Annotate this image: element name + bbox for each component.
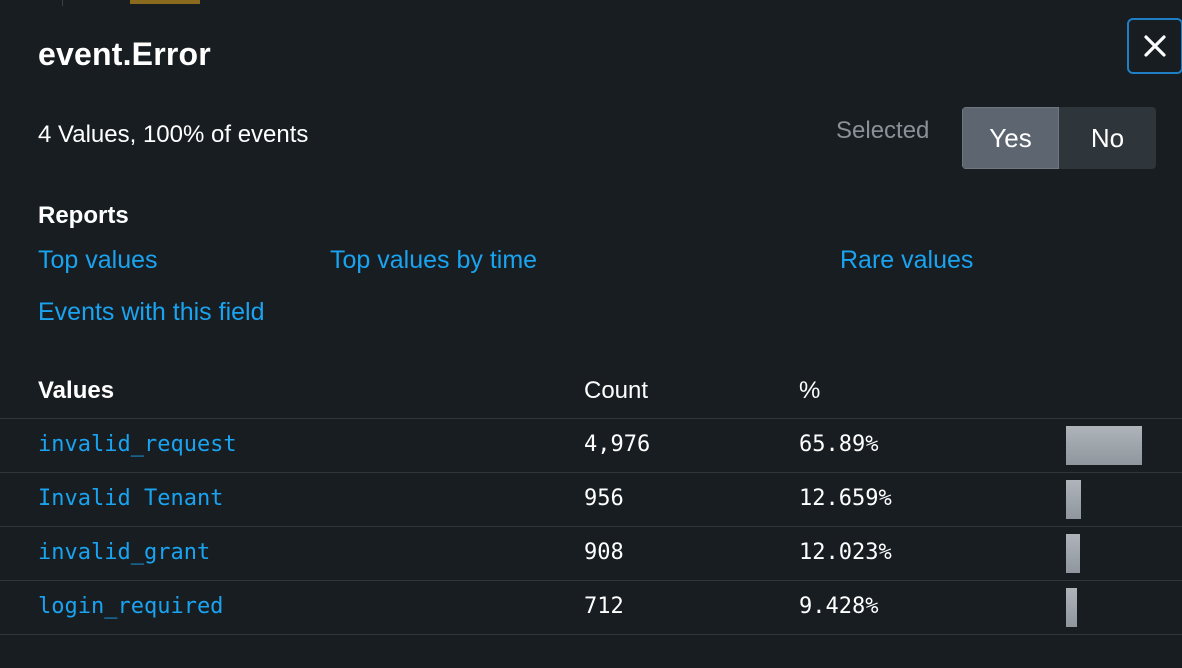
selected-no-button[interactable]: No	[1059, 107, 1156, 169]
value-link[interactable]: Invalid Tenant	[38, 486, 224, 511]
percent-bar	[1066, 426, 1142, 465]
field-title: event.Error	[38, 36, 211, 72]
value-percent: 12.659%	[799, 486, 892, 511]
value-percent: 12.023%	[799, 540, 892, 565]
table-row: login_required 712 9.428%	[0, 581, 1182, 634]
values-summary: 4 Values, 100% of events	[38, 121, 309, 148]
active-tab-indicator	[130, 0, 200, 4]
value-percent: 9.428%	[799, 594, 879, 619]
values-column-header: Values	[38, 377, 115, 404]
close-x-icon	[1144, 35, 1166, 57]
table-header-divider	[0, 418, 1182, 419]
row-divider	[0, 634, 1182, 635]
percent-bar	[1066, 534, 1080, 573]
row-divider	[0, 580, 1182, 581]
percent-bar	[1066, 480, 1081, 519]
value-link[interactable]: login_required	[38, 594, 224, 619]
percent-bar	[1066, 588, 1077, 627]
count-column-header: Count	[584, 377, 649, 404]
field-summary-panel: event.Error 4 Values, 100% of events Sel…	[0, 6, 1182, 668]
tab-divider	[62, 0, 63, 6]
events-with-field-link[interactable]: Events with this field	[38, 298, 265, 326]
table-row: invalid_grant 908 12.023%	[0, 527, 1182, 580]
table-row: Invalid Tenant 956 12.659%	[0, 473, 1182, 526]
selected-toggle: Yes No	[962, 107, 1156, 169]
top-values-link[interactable]: Top values	[38, 246, 158, 274]
value-count: 908	[584, 540, 624, 565]
reports-heading: Reports	[38, 202, 129, 229]
row-divider	[0, 526, 1182, 527]
value-count: 4,976	[584, 432, 651, 457]
close-button[interactable]	[1127, 18, 1182, 74]
value-percent: 65.89%	[799, 432, 879, 457]
table-row: invalid_request 4,976 65.89%	[0, 419, 1182, 472]
top-values-by-time-link[interactable]: Top values by time	[330, 246, 538, 274]
value-link[interactable]: invalid_request	[38, 432, 237, 457]
row-divider	[0, 472, 1182, 473]
value-count: 712	[584, 594, 624, 619]
value-link[interactable]: invalid_grant	[38, 540, 211, 565]
value-count: 956	[584, 486, 624, 511]
rare-values-link[interactable]: Rare values	[840, 246, 974, 274]
selected-yes-button[interactable]: Yes	[962, 107, 1059, 169]
selected-label: Selected	[836, 117, 930, 144]
percent-column-header: %	[799, 377, 821, 404]
